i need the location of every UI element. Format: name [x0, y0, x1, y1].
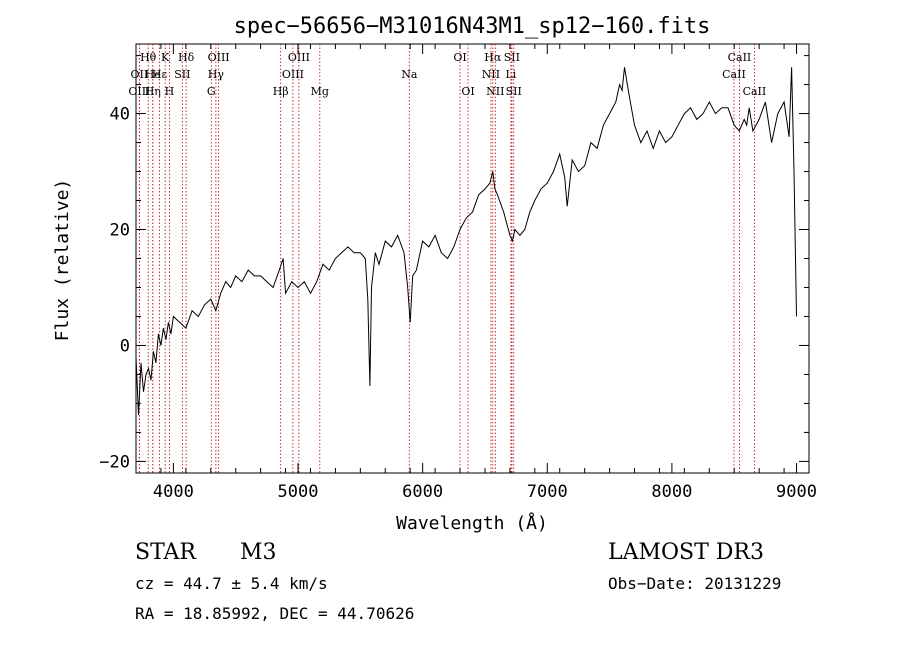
- coordinates: RA = 18.85992, DEC = 44.70626: [135, 604, 415, 623]
- y-tick-label: 40: [110, 105, 130, 125]
- object-type: STAR: [135, 540, 196, 565]
- spectral-line-label: OIII: [288, 51, 310, 64]
- spectral-line-label: OI: [461, 85, 474, 98]
- spectral-line-label: Hε: [152, 68, 168, 81]
- spectral-line-label: OI: [453, 51, 466, 64]
- spectral-line-label: Mg: [311, 85, 329, 98]
- spectral-line-label: SII: [506, 85, 522, 98]
- x-tick-label: 9000: [776, 482, 817, 502]
- redshift-velocity: cz = 44.7 ± 5.4 km/s: [135, 574, 328, 593]
- spectrum-series-line: [135, 67, 797, 416]
- x-tick-label: 8000: [651, 482, 692, 502]
- survey-name: LAMOST DR3: [608, 540, 764, 565]
- spectral-line-label: SII: [174, 68, 190, 81]
- spectral-line-label: Li: [505, 68, 516, 81]
- spectral-line-label: Na: [401, 68, 418, 81]
- x-tick-label: 6000: [402, 482, 443, 502]
- spectral-line-label: Hα: [484, 51, 502, 64]
- spectral-line-label: OIII: [282, 68, 304, 81]
- chart-title: spec−56656−M31016N43M1_sp12−160.fits: [234, 14, 711, 39]
- spectral-line-markers: Hθ OII OIII He Hη K Hε H SII Hδ OIII Hγ G Hβ OIII OIII M…: [128, 44, 766, 473]
- spectral-line-label: Hδ: [178, 51, 195, 64]
- x-axis-label: Wavelength (Å): [396, 512, 548, 534]
- x-tick-label: 7000: [527, 482, 568, 502]
- x-tick-label: 4000: [153, 482, 194, 502]
- spectral-line-label: Hη: [145, 85, 161, 98]
- spectral-line-label: Hγ: [208, 68, 225, 81]
- spectral-line-label: K: [161, 51, 170, 64]
- spectral-line-label: H: [165, 85, 175, 98]
- y-tick-label: 20: [110, 221, 130, 241]
- spectral-line-label: CaII: [743, 85, 767, 98]
- spectral-line-label: NII: [486, 85, 504, 98]
- spectral-line-label: G: [207, 85, 216, 98]
- x-tick-label: 5000: [278, 482, 319, 502]
- spectral-line-label: OIII: [128, 85, 150, 98]
- y-tick-label: 0: [120, 336, 130, 356]
- spectral-line-label: CaII: [728, 51, 752, 64]
- spectral-line-label: NII: [482, 68, 500, 81]
- y-axis-label: Flux (relative): [52, 179, 73, 342]
- spectral-line-label: OII: [131, 68, 149, 81]
- spectral-line-label: CaII: [722, 68, 746, 81]
- spectral-line-label: He: [145, 68, 161, 81]
- observation-date: Obs−Date: 20131229: [608, 574, 782, 593]
- spectral-subclass: M3: [240, 540, 277, 565]
- spectral-line-label: SII: [504, 51, 520, 64]
- spectral-line-label: OIII: [208, 51, 230, 64]
- axis-ticks: 4000 5000 6000 7000 8000 9000 −20 0 20 40: [99, 44, 817, 502]
- spectral-line-label: Hθ: [140, 51, 157, 64]
- y-tick-label: −20: [99, 452, 130, 472]
- spectral-line-label: Hβ: [273, 85, 289, 98]
- plot-frame: [135, 43, 810, 474]
